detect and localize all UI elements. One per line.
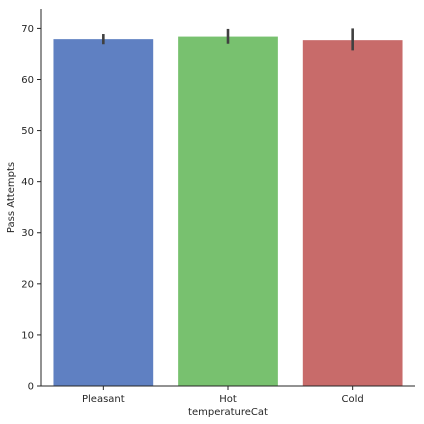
x-tick-label: Hot [219, 394, 237, 405]
y-axis-ticks: 0 10 20 30 40 50 60 70 [21, 24, 41, 393]
error-bars [102, 28, 354, 51]
x-tick-label: Cold [342, 394, 364, 405]
y-tick-label: 20 [21, 279, 34, 290]
x-axis-ticks: Pleasant Hot Cold [82, 386, 364, 405]
y-tick-label: 40 [21, 177, 34, 188]
y-tick-label: 0 [28, 382, 34, 393]
y-tick-label: 30 [21, 228, 34, 239]
y-tick-label: 60 [21, 75, 34, 86]
y-tick-label: 70 [21, 24, 34, 35]
y-tick-label: 10 [21, 330, 34, 341]
y-axis-title: Pass Attempts [6, 162, 17, 233]
y-tick-label: 50 [21, 126, 34, 137]
x-tick-label: Pleasant [82, 394, 125, 405]
bar-pleasant [53, 39, 154, 387]
bars [53, 36, 403, 387]
bar-hot [178, 36, 278, 387]
x-axis-title: temperatureCat [188, 407, 268, 418]
bar-cold [302, 40, 403, 386]
